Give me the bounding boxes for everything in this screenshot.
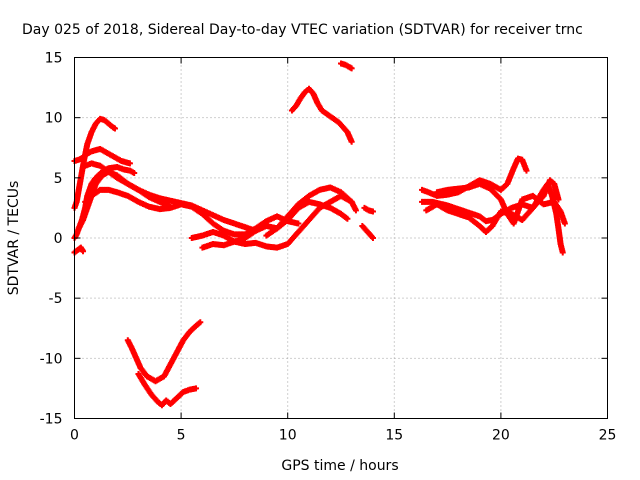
data-point (555, 196, 562, 203)
grid (74, 57, 608, 419)
data-point (295, 220, 302, 227)
series-arc-1 (71, 244, 87, 256)
series-arc-7 (82, 160, 174, 210)
y-tick-label: 15 (45, 51, 63, 67)
data-point (112, 125, 119, 132)
y-tick-label: -5 (49, 291, 63, 307)
data-point (559, 249, 566, 256)
data-points (71, 60, 568, 409)
axis-ticks: 0 5 10 15 20 25 -15 -10 -5 0 5 10 15 (40, 51, 617, 444)
x-tick-label: 5 (177, 428, 186, 444)
data-point (80, 248, 87, 255)
x-tick-label: 10 (279, 428, 297, 444)
x-tick-label: 20 (492, 428, 510, 444)
data-point (131, 170, 138, 177)
series-arc-20 (433, 180, 568, 227)
data-point (197, 319, 204, 326)
plot-frame (74, 57, 608, 419)
series-arc-6 (82, 186, 302, 238)
data-point (126, 160, 133, 167)
series-arc-15 (124, 319, 204, 385)
series-arc-3 (71, 115, 119, 211)
series-arc-10 (263, 184, 359, 239)
series-arc-8 (188, 192, 355, 251)
data-point (348, 65, 355, 72)
series-arc-4 (71, 145, 133, 167)
x-axis-label: GPS time / hours (281, 458, 398, 474)
data-point (523, 167, 530, 174)
series-arc-11 (288, 85, 355, 145)
series-arc-12 (338, 60, 355, 72)
series-arc-9 (199, 198, 351, 251)
series-arc-14 (361, 204, 376, 215)
data-point (344, 215, 351, 222)
chart-title: Day 025 of 2018, Sidereal Day-to-day VTE… (22, 22, 583, 38)
data-point (167, 203, 174, 210)
data-point (352, 207, 359, 214)
data-point (348, 138, 355, 145)
y-tick-label: 10 (45, 111, 63, 127)
x-tick-label: 25 (599, 428, 617, 444)
data-point (193, 385, 200, 392)
x-tick-label: 0 (70, 428, 79, 444)
data-point (561, 220, 568, 227)
x-tick-label: 15 (385, 428, 403, 444)
series-arc-16 (135, 370, 200, 409)
series-arc-13 (359, 222, 376, 241)
y-tick-label: 5 (54, 171, 63, 187)
y-tick-label: -15 (40, 412, 63, 428)
series-arc-5 (75, 168, 259, 234)
data-point (369, 235, 376, 241)
y-axis-label: SDTVAR / TECUs (6, 181, 22, 296)
y-tick-label: -10 (40, 351, 63, 367)
y-tick-label: 0 (54, 231, 63, 247)
data-point (369, 208, 376, 215)
